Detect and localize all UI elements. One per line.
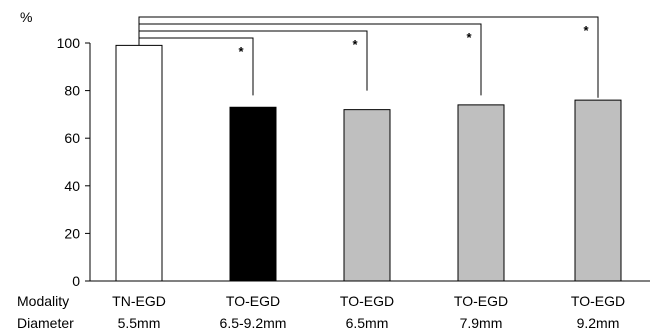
row-label-diameter: Diameter — [17, 315, 74, 331]
bar — [343, 109, 391, 282]
y-tick-label: 100 — [57, 35, 81, 51]
significance-brackets: * * * * — [138, 16, 599, 98]
y-ticks: 0 20 40 60 80 100 — [57, 35, 90, 289]
significance-bracket — [138, 23, 482, 96]
row-label-modality: Modality — [17, 293, 69, 309]
significance-label: * — [238, 44, 244, 59]
x-label-modality: TO-EGD — [454, 293, 508, 309]
x-label-diameter: 6.5-9.2mm — [220, 315, 287, 331]
y-tick-label: 60 — [64, 130, 80, 146]
x-label-diameter: 7.9mm — [460, 315, 503, 331]
significance-label: * — [583, 23, 589, 38]
bar — [229, 106, 277, 282]
x-label-diameter: 6.5mm — [346, 315, 389, 331]
y-tick-label: 0 — [72, 273, 80, 289]
bars — [115, 44, 622, 282]
y-tick-label: 80 — [64, 83, 80, 99]
y-tick-label: 20 — [64, 225, 80, 241]
x-label-modality: TO-EGD — [226, 293, 280, 309]
x-label-modality: TO-EGD — [571, 293, 625, 309]
bar — [574, 99, 622, 282]
significance-label: * — [352, 37, 358, 52]
x-label-modality: TN-EGD — [112, 293, 166, 309]
bar — [115, 44, 163, 282]
significance-bracket — [138, 16, 599, 98]
y-tick-label: 40 — [64, 178, 80, 194]
x-labels: TN-EGD 5.5mm TO-EGD 6.5-9.2mm TO-EGD 6.5mm TO-… — [112, 293, 625, 331]
x-label-diameter: 9.2mm — [577, 315, 620, 331]
x-label-modality: TO-EGD — [340, 293, 394, 309]
x-label-diameter: 5.5mm — [118, 315, 161, 331]
bar — [457, 104, 505, 282]
y-axis-label: % — [20, 9, 32, 25]
significance-label: * — [466, 30, 472, 45]
